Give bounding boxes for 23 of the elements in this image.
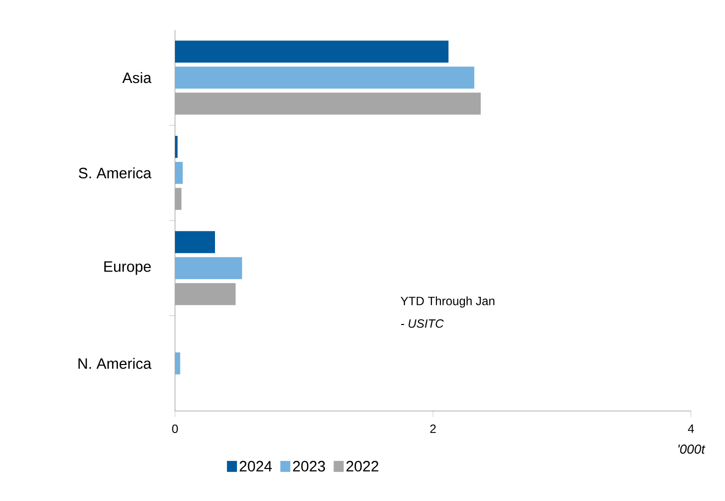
legend-label: 2023 [293, 460, 326, 472]
bar [175, 136, 178, 158]
annotation: - USITC [401, 319, 444, 328]
legend-label: 2024 [240, 460, 272, 472]
bar [175, 188, 182, 210]
bar [175, 352, 180, 374]
y-tick-label: Europe [104, 261, 151, 275]
bar [175, 162, 183, 184]
legend-label: 2022 [346, 460, 378, 472]
bar [175, 231, 215, 254]
x-tick-label: 4 [688, 424, 694, 433]
bar [175, 66, 474, 89]
annotation: YTD Through Jan [400, 296, 494, 308]
x-axis-title: '000t [678, 444, 706, 454]
y-tick-label: N. America [78, 358, 152, 369]
bar [175, 283, 236, 306]
bar [175, 257, 242, 280]
x-tick-label: 0 [172, 424, 178, 434]
bar [175, 40, 448, 63]
y-tick-label: S. America [78, 167, 152, 178]
x-tick-label: 2 [430, 424, 436, 433]
y-tick-label: Asia [122, 72, 152, 84]
bar [175, 92, 481, 115]
